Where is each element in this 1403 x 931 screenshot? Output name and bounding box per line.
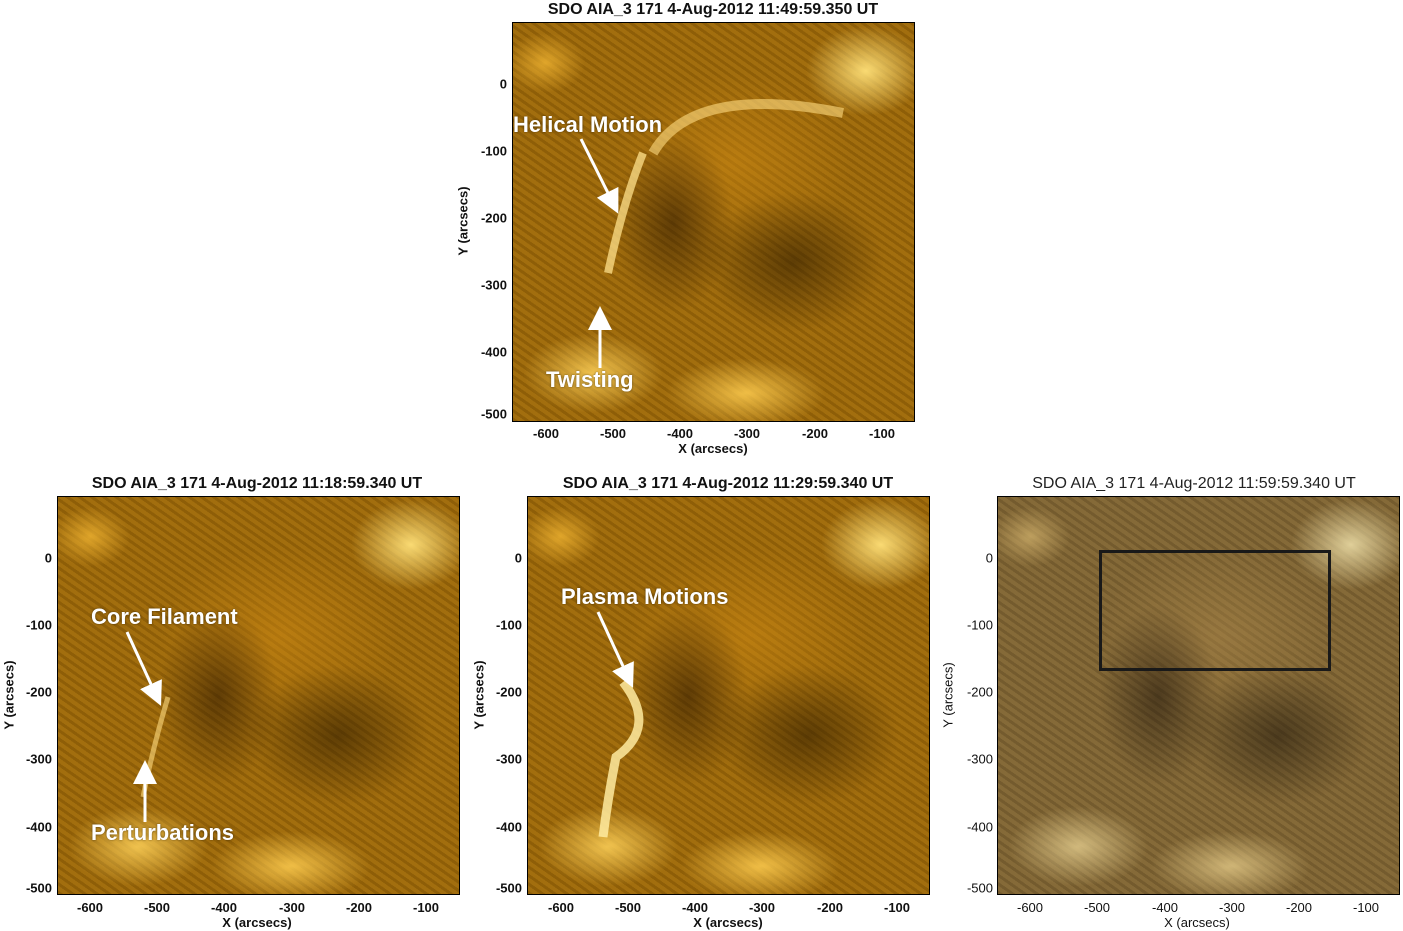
x-tick: -600 bbox=[76, 900, 104, 915]
y-tick: -300 bbox=[495, 751, 522, 767]
annotation-perturbations: Perturbations bbox=[91, 820, 235, 845]
arrows-overlay bbox=[579, 99, 844, 368]
x-tick: -400 bbox=[1151, 900, 1179, 915]
y-tick: 0 bbox=[985, 550, 993, 566]
x-axis-label: X (arcsecs) bbox=[1164, 915, 1230, 930]
filament-structure bbox=[604, 151, 647, 274]
annotation-twisting: Twisting bbox=[546, 367, 634, 392]
x-tick: -200 bbox=[1285, 900, 1313, 915]
loop-structure bbox=[648, 99, 844, 156]
panel-title: SDO AIA_3 171 4-Aug-2012 11:59:59.340 UT bbox=[1032, 475, 1356, 492]
x-axis-label: X (arcsecs) bbox=[222, 915, 292, 930]
x-tick: -400 bbox=[210, 900, 238, 915]
y-axis-label: Y (arcsecs) bbox=[1, 660, 17, 730]
arrow-helical bbox=[579, 138, 619, 214]
solar-image: Core Filament Perturbations bbox=[57, 496, 460, 895]
x-tick: -200 bbox=[345, 900, 373, 915]
region-of-interest-box bbox=[1099, 550, 1331, 671]
annotation-helical-motion: Helical Motion bbox=[513, 112, 663, 137]
y-axis-label: Y (arcsecs) bbox=[471, 660, 487, 730]
x-tick: -300 bbox=[1218, 900, 1246, 915]
y-tick: -500 bbox=[25, 880, 52, 896]
solar-image: Plasma Motions bbox=[527, 496, 930, 895]
x-tick: -200 bbox=[816, 900, 844, 915]
y-tick: -200 bbox=[480, 210, 507, 226]
x-tick: -500 bbox=[1083, 900, 1111, 915]
x-tick: -300 bbox=[748, 900, 776, 915]
x-tick: -100 bbox=[412, 900, 440, 915]
y-tick: 0 bbox=[44, 550, 52, 566]
x-tick: -500 bbox=[599, 426, 627, 441]
plasma-structure bbox=[598, 679, 644, 838]
x-tick: -600 bbox=[547, 900, 575, 915]
x-tick: -600 bbox=[532, 426, 560, 441]
x-tick: -100 bbox=[1352, 900, 1380, 915]
y-tick: -100 bbox=[966, 617, 993, 633]
panel-title: SDO AIA_3 171 4-Aug-2012 11:29:59.340 UT bbox=[562, 475, 894, 492]
y-tick: -500 bbox=[480, 406, 507, 422]
x-tick: -400 bbox=[666, 426, 694, 441]
arrow-plasma-motions bbox=[596, 611, 634, 688]
y-tick: 0 bbox=[514, 550, 522, 566]
y-tick: -400 bbox=[966, 819, 993, 835]
annotation-plasma-motions: Plasma Motions bbox=[561, 584, 729, 609]
panel-title: SDO AIA_3 171 4-Aug-2012 11:49:59.350 UT bbox=[547, 1, 879, 18]
arrows-overlay bbox=[125, 631, 171, 822]
x-tick: -100 bbox=[883, 900, 911, 915]
x-tick: -300 bbox=[278, 900, 306, 915]
y-tick: 0 bbox=[499, 76, 507, 92]
y-tick: -500 bbox=[966, 880, 993, 896]
y-axis-label: Y (arcsecs) bbox=[455, 186, 471, 256]
y-tick: -300 bbox=[966, 751, 993, 767]
y-tick: -400 bbox=[495, 819, 522, 835]
solar-image: Helical Motion Twisting bbox=[512, 22, 915, 422]
arrows-overlay bbox=[596, 611, 644, 838]
x-tick: -600 bbox=[1016, 900, 1044, 915]
y-tick: -500 bbox=[495, 880, 522, 896]
y-tick: -200 bbox=[495, 684, 522, 700]
x-tick: -200 bbox=[801, 426, 829, 441]
x-tick: -100 bbox=[868, 426, 896, 441]
y-tick: -400 bbox=[480, 344, 507, 360]
x-tick: -500 bbox=[614, 900, 642, 915]
x-tick: -300 bbox=[733, 426, 761, 441]
y-tick: -100 bbox=[495, 617, 522, 633]
y-tick: -400 bbox=[25, 819, 52, 835]
y-tick: -100 bbox=[25, 617, 52, 633]
x-axis-label: X (arcsecs) bbox=[678, 441, 748, 456]
panel-title: SDO AIA_3 171 4-Aug-2012 11:18:59.340 UT bbox=[91, 475, 423, 492]
y-tick: -200 bbox=[966, 684, 993, 700]
x-axis-label: X (arcsecs) bbox=[693, 915, 763, 930]
y-tick: -200 bbox=[25, 684, 52, 700]
x-tick: -500 bbox=[143, 900, 171, 915]
y-tick: -300 bbox=[480, 277, 507, 293]
y-axis-label: Y (arcsecs) bbox=[940, 662, 956, 728]
solar-image bbox=[997, 496, 1400, 895]
y-tick: -300 bbox=[25, 751, 52, 767]
x-tick: -400 bbox=[681, 900, 709, 915]
filament-structure bbox=[140, 696, 171, 798]
annotation-core-filament: Core Filament bbox=[91, 604, 238, 629]
y-tick: -100 bbox=[480, 143, 507, 159]
arrow-core-filament bbox=[125, 631, 162, 706]
